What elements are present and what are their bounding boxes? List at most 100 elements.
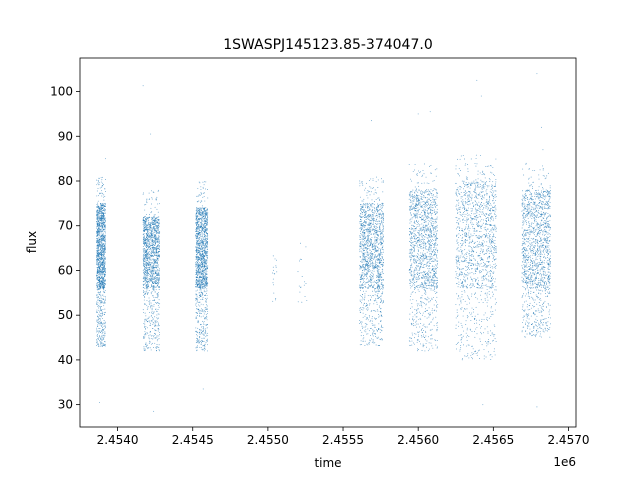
data-point [366, 271, 368, 273]
data-point [197, 220, 199, 222]
data-point [101, 254, 103, 256]
data-point [148, 237, 149, 239]
data-point [204, 248, 206, 250]
data-point [155, 220, 157, 222]
data-point [205, 243, 207, 245]
data-point [157, 237, 159, 239]
data-point [155, 232, 157, 234]
data-point [374, 317, 376, 319]
data-point [157, 211, 159, 213]
data-point [369, 252, 371, 254]
data-point [305, 246, 307, 248]
data-point [101, 267, 103, 269]
data-point [203, 324, 205, 326]
data-point [99, 322, 101, 324]
data-point [201, 311, 203, 312]
data-point [104, 242, 106, 244]
data-point [368, 221, 370, 223]
data-point [157, 273, 159, 275]
data-point [153, 240, 155, 242]
data-point [155, 286, 157, 288]
data-point [371, 287, 373, 289]
data-point [155, 250, 157, 252]
data-point [372, 212, 374, 213]
data-point [142, 218, 144, 220]
data-point [202, 187, 204, 189]
data-point [196, 334, 198, 336]
data-point [96, 301, 98, 303]
data-point [304, 281, 306, 283]
data-point [101, 250, 103, 251]
data-point [145, 332, 147, 334]
data-point [152, 241, 154, 243]
data-point [382, 285, 384, 287]
data-point [143, 278, 145, 280]
data-point [144, 252, 145, 254]
data-point [199, 207, 201, 209]
data-point [147, 248, 148, 250]
data-point [199, 331, 200, 333]
data-point [103, 215, 105, 217]
data-point [155, 337, 157, 339]
data-point [156, 259, 158, 261]
data-point [96, 331, 98, 333]
data-point [205, 223, 207, 225]
data-point [101, 263, 103, 265]
data-point [142, 337, 144, 339]
data-point [378, 213, 379, 215]
data-point [155, 229, 157, 231]
data-point [362, 236, 364, 238]
data-point [147, 281, 148, 283]
data-point [145, 318, 147, 320]
data-point [152, 288, 154, 290]
data-point [156, 336, 158, 338]
data-point [378, 277, 380, 279]
data-point [156, 278, 157, 280]
data-point [196, 228, 198, 230]
data-point [145, 250, 147, 252]
data-point [146, 300, 148, 302]
data-point [148, 257, 150, 259]
data-point [152, 218, 154, 220]
data-point [144, 292, 146, 294]
data-point [202, 337, 204, 339]
data-point [100, 282, 102, 284]
data-point [151, 250, 152, 252]
data-point [200, 309, 202, 311]
data-point [379, 256, 381, 258]
data-point [155, 270, 157, 272]
data-point [198, 207, 200, 209]
data-point [142, 241, 144, 243]
data-point [99, 341, 101, 343]
data-point [99, 273, 101, 275]
data-point [100, 246, 102, 248]
data-point [145, 263, 147, 264]
data-point [103, 240, 105, 242]
data-point [199, 334, 201, 335]
data-point [155, 236, 157, 238]
data-point [200, 333, 202, 335]
data-point [367, 256, 369, 258]
data-point [147, 223, 149, 225]
data-point [147, 305, 149, 307]
data-point [204, 268, 206, 270]
data-point [362, 312, 364, 314]
data-point [154, 231, 156, 233]
data-point [143, 236, 145, 238]
data-point [156, 256, 158, 258]
data-point [97, 324, 99, 326]
data-point [100, 300, 102, 302]
data-point [158, 289, 160, 291]
data-point [102, 281, 104, 283]
data-point [380, 207, 382, 209]
data-point [197, 238, 199, 240]
data-point [100, 244, 102, 246]
data-point [379, 250, 381, 252]
data-point [103, 241, 105, 243]
data-point [197, 187, 199, 189]
data-point [156, 335, 158, 337]
data-point [100, 181, 102, 183]
data-point [198, 238, 200, 240]
data-point [380, 230, 382, 232]
data-point [146, 219, 147, 221]
